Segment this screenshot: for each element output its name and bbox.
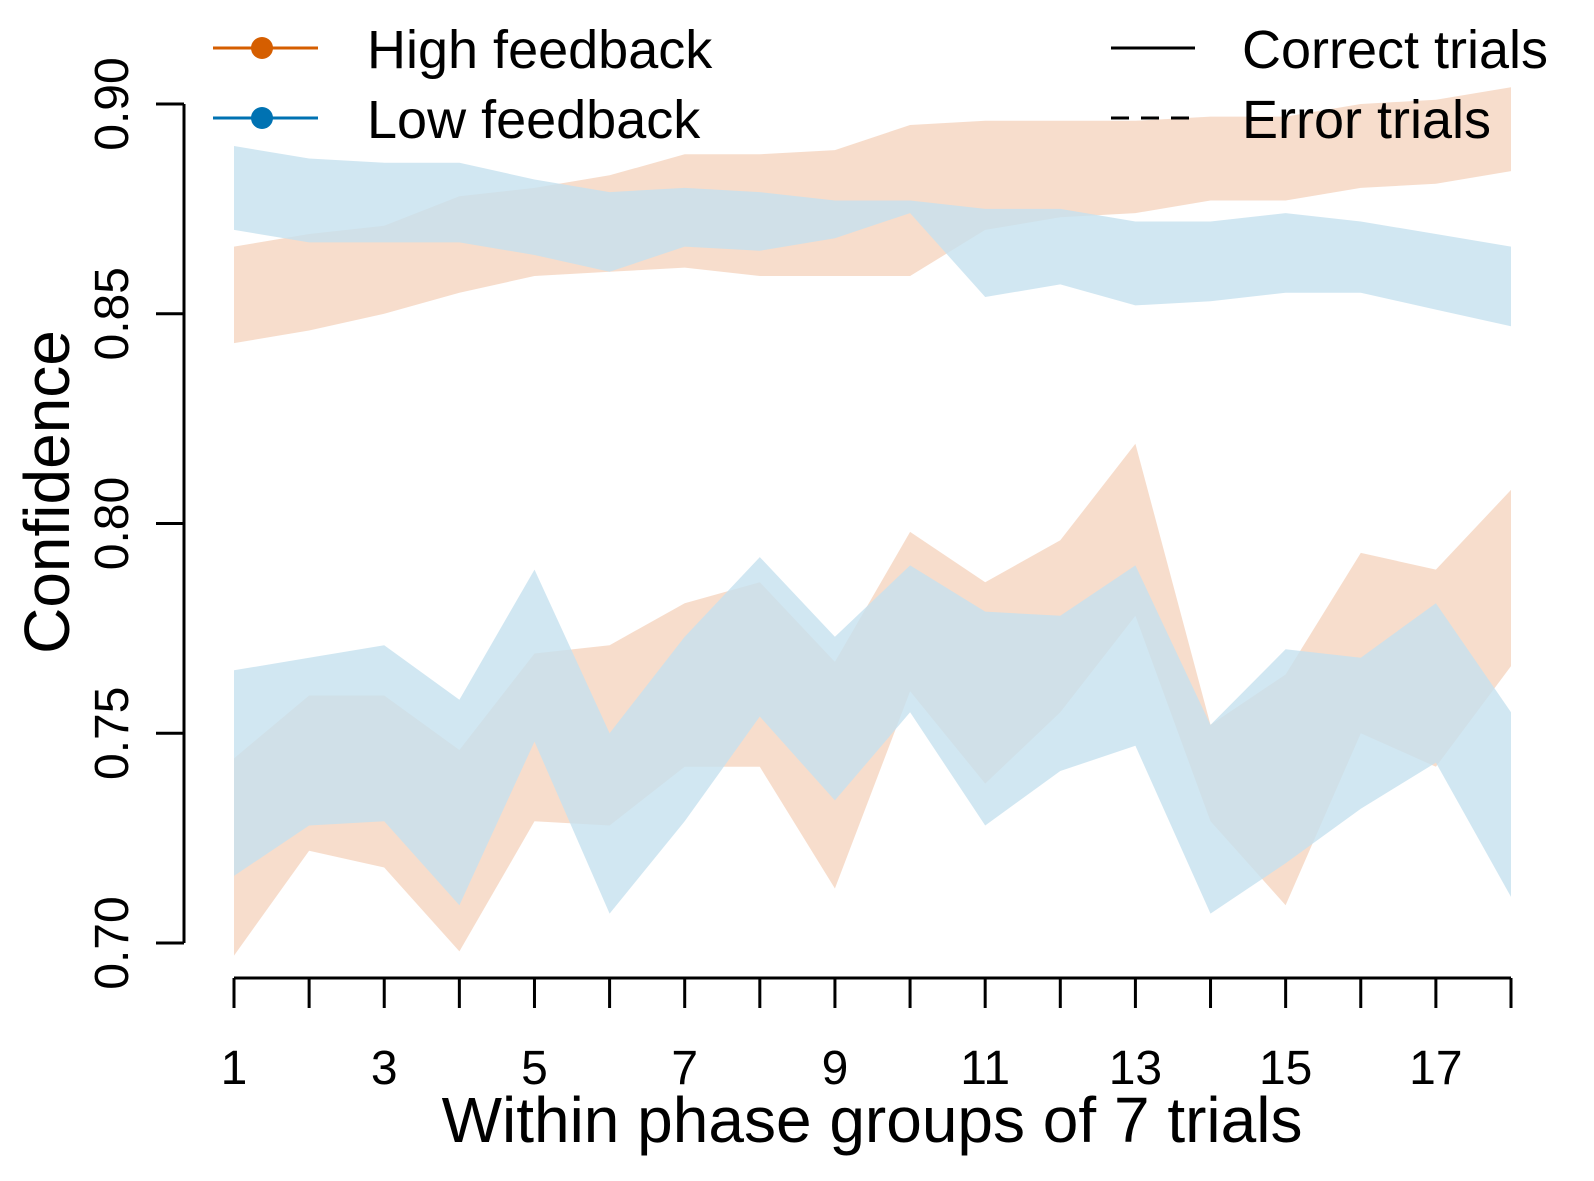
y-tick-label: 0.85 bbox=[86, 267, 139, 360]
legend: High feedback Low feedback Correct trial… bbox=[213, 20, 1548, 150]
x-tick-label: 11 bbox=[960, 1042, 1010, 1095]
x-tick-label: 17 bbox=[1409, 1042, 1462, 1095]
legend-label-correct-trials: Correct trials bbox=[1242, 20, 1548, 80]
x-tick-label: 5 bbox=[521, 1042, 548, 1095]
legend-item-correct-trials: Correct trials bbox=[1111, 20, 1548, 80]
legend-item-high-feedback: High feedback bbox=[213, 20, 713, 80]
axes: 0.700.750.800.850.90 1 3 5 7 9 11 13 15 17 bbox=[86, 57, 1513, 1095]
y-axis-title: Confidence bbox=[11, 330, 83, 654]
x-tick-label: 15 bbox=[1259, 1042, 1312, 1095]
legend-item-low-feedback: Low feedback bbox=[213, 90, 701, 150]
y-tick-label: 0.70 bbox=[86, 896, 139, 989]
x-tick-label: 1 bbox=[221, 1042, 248, 1095]
x-tick-label: 13 bbox=[1109, 1042, 1162, 1095]
band-low-feedback-error-trials bbox=[234, 557, 1511, 914]
x-tick-label: 7 bbox=[671, 1042, 698, 1095]
x-tick-label: 3 bbox=[371, 1042, 398, 1095]
legend-label-low-feedback: Low feedback bbox=[367, 90, 701, 150]
legend-item-error-trials: Error trials bbox=[1111, 90, 1491, 150]
legend-label-high-feedback: High feedback bbox=[367, 20, 713, 80]
legend-swatch-low-feedback-dot bbox=[251, 107, 273, 129]
legend-label-error-trials: Error trials bbox=[1242, 90, 1491, 150]
y-tick-label: 0.90 bbox=[86, 57, 139, 150]
x-tick-label: 9 bbox=[822, 1042, 849, 1095]
y-axis-ticks: 0.70 0.75 0.80 0.85 0.90 bbox=[86, 57, 184, 990]
y-tick-label: 0.80 bbox=[86, 477, 139, 570]
x-axis-title: Within phase groups of 7 trials bbox=[442, 1084, 1303, 1156]
y-tick-label: 0.75 bbox=[86, 687, 139, 780]
confidence-bands bbox=[234, 87, 1511, 956]
band-low-feedback-correct-trials bbox=[234, 146, 1511, 327]
x-axis-ticks: 1 3 5 7 9 11 13 15 17 bbox=[221, 978, 1513, 1095]
legend-swatch-high-feedback-dot bbox=[251, 37, 273, 59]
